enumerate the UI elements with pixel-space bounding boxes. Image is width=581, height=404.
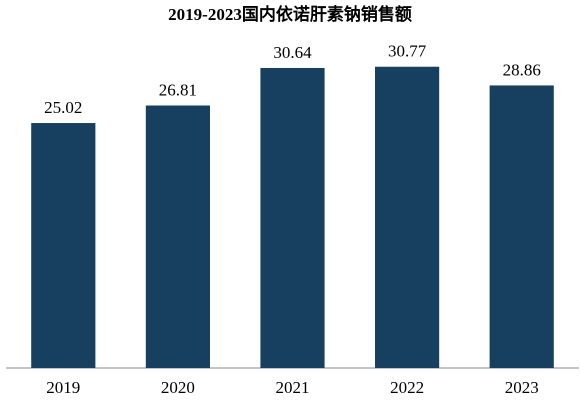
bar [260, 68, 325, 369]
bar [31, 123, 96, 368]
x-tick-label: 2023 [505, 378, 539, 397]
bar [375, 66, 440, 368]
x-tick-label: 2022 [390, 378, 424, 397]
x-tick-label: 2021 [276, 378, 310, 397]
bar [145, 105, 210, 369]
data-label: 25.02 [44, 98, 82, 117]
data-label: 30.77 [388, 42, 427, 61]
x-tick-label: 2020 [161, 378, 195, 397]
data-label: 28.86 [503, 60, 541, 79]
data-label: 26.81 [159, 80, 197, 99]
bar [489, 85, 554, 368]
chart-title: 2019-2023国内依诺肝素钠销售额 [168, 4, 412, 24]
x-tick-label: 2019 [46, 378, 80, 397]
data-label: 30.64 [273, 43, 312, 62]
